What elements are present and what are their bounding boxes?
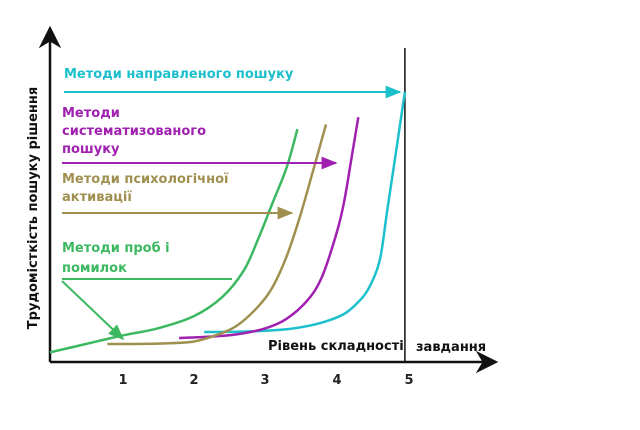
x-axis-title-part2: завдання bbox=[416, 340, 486, 355]
series-label-psychological-activation: Методи психологічної активації bbox=[62, 172, 233, 205]
series-label-directed-search: Методи направленого пошуку bbox=[64, 67, 294, 82]
series-label-line: Методи проб і bbox=[62, 241, 170, 256]
x-tick-label: 4 bbox=[332, 373, 341, 388]
x-tick-label: 2 bbox=[189, 373, 198, 388]
arrow-trial-and-error bbox=[61, 280, 125, 341]
x-axis-title-part1: Рівень складності bbox=[268, 339, 404, 354]
x-tick-label: 5 bbox=[404, 373, 413, 388]
series-label-line: Методи bbox=[62, 106, 120, 121]
series-label-systematized-search: Методи систематизованого пошуку bbox=[62, 106, 211, 157]
x-tick-label: 1 bbox=[118, 373, 127, 388]
series-line-1 bbox=[204, 91, 407, 334]
series-label-trial-and-error: Методи проб і помилок bbox=[62, 241, 174, 276]
series-label-line: активації bbox=[62, 190, 132, 205]
x-tick-label: 3 bbox=[260, 373, 269, 388]
series-label-line: пошуку bbox=[62, 142, 120, 157]
series-line-2 bbox=[179, 116, 360, 340]
series-line-3 bbox=[107, 124, 328, 346]
series-label-line: помилок bbox=[62, 261, 127, 276]
y-axis-title: Трудомісткість пошуку рішення bbox=[26, 87, 41, 329]
series-label-line: Методи психологічної bbox=[62, 172, 229, 187]
series-label-line: систематизованого bbox=[62, 124, 206, 139]
